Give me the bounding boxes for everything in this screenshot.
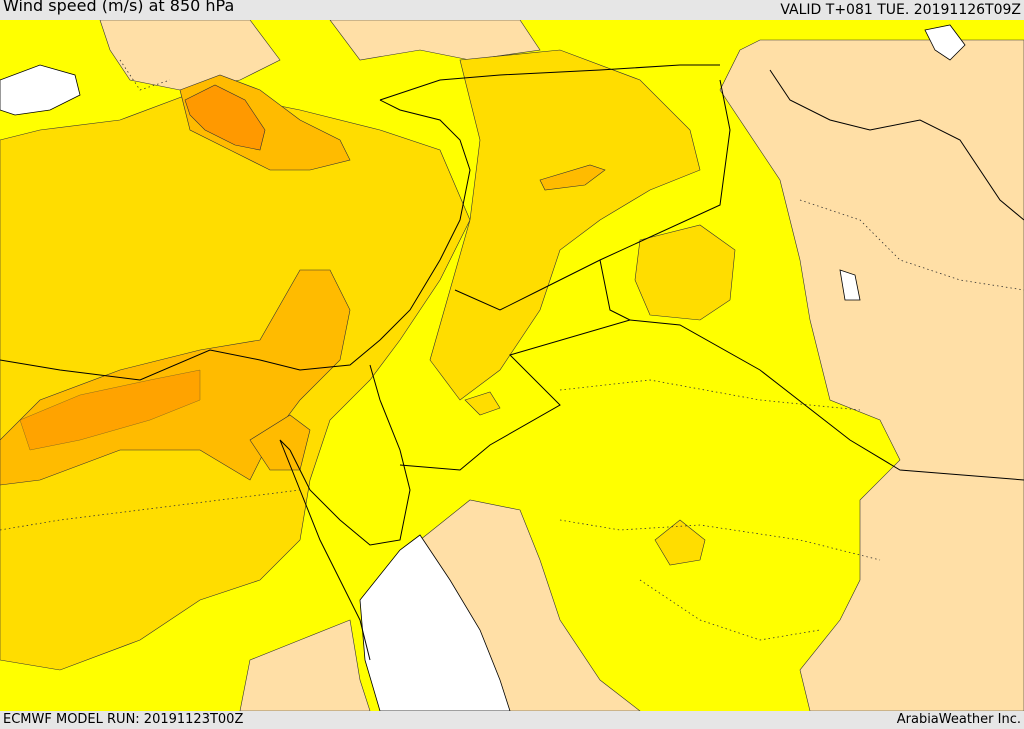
persian-gulf-edge (839, 269, 861, 301)
strongest-wind-region-turkey (184, 84, 266, 151)
light-wind-region-egypt (239, 619, 371, 711)
valid-time: VALID T+081 TUE. 20191126T09Z (780, 2, 1021, 18)
strong-wind-patch-syria (539, 164, 606, 191)
map-title: Wind speed (m/s) at 850 hPa (3, 0, 235, 15)
model-run: ECMWF MODEL RUN: 20191123T00Z (3, 712, 244, 727)
medium-wind-region-levant (429, 49, 701, 401)
strongest-wind-region-egypt (19, 369, 201, 451)
red-sea (359, 534, 511, 711)
medium-wind-region-jordan (634, 224, 736, 321)
credit-label: ArabiaWeather Inc. (896, 712, 1021, 727)
medium-wind-patch-2 (464, 391, 501, 416)
lake-east (924, 24, 966, 61)
medium-wind-patch-1 (654, 519, 706, 566)
aegean-water (0, 64, 81, 116)
strong-wind-region-sinai (249, 414, 311, 471)
wind-speed-map[interactable] (0, 20, 1024, 711)
dotted-province-lines (0, 59, 1024, 641)
map-canvas (0, 20, 1024, 711)
country-borders (0, 64, 1024, 661)
footer-bar: ECMWF MODEL RUN: 20191123T00Z ArabiaWeat… (0, 711, 1024, 729)
header-bar: Wind speed (m/s) at 850 hPa VALID T+081 … (0, 0, 1024, 20)
light-wind-region-east (719, 39, 1024, 711)
